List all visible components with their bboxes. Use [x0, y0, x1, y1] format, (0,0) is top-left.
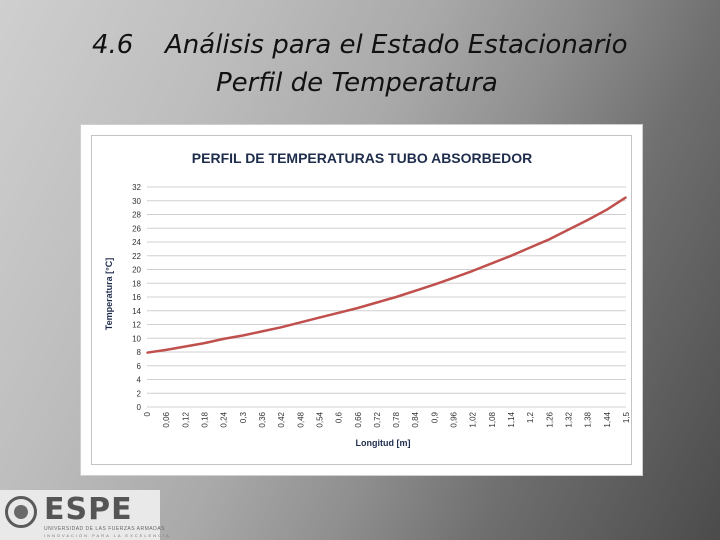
chart-title: PERFIL DE TEMPERATURAS TUBO ABSORBEDOR: [192, 150, 532, 166]
x-tick-label: 0,78: [392, 411, 401, 427]
y-axis-label: Temperatura [°C]: [104, 258, 114, 330]
x-axis-label: Longitud [m]: [356, 438, 411, 448]
x-tick-label: 1,14: [507, 411, 516, 427]
data-point: [433, 283, 436, 286]
y-tick-label: 16: [132, 293, 141, 302]
x-tick-label: 0,06: [162, 411, 171, 427]
x-tick-label: 0,66: [354, 411, 363, 427]
data-point: [414, 290, 417, 292]
data-point: [356, 307, 359, 309]
title-line-2: Perfil de Temperatura: [216, 68, 498, 98]
data-point: [299, 321, 302, 324]
x-tick-label: 1,5: [622, 411, 631, 423]
x-tick-label: 0,72: [373, 411, 382, 427]
x-tick-label: 1,38: [584, 411, 593, 427]
logo-tagline: INNOVACIÓN PARA LA EXCELENCIA: [44, 533, 171, 538]
y-tick-label: 10: [132, 334, 141, 343]
y-tick-label: 24: [132, 238, 141, 247]
data-point: [567, 228, 570, 231]
data-point: [548, 238, 551, 241]
x-tick-label: 1,44: [603, 411, 612, 427]
data-point: [376, 301, 378, 304]
logo-subtitle: UNIVERSIDAD DE LAS FUERZAS ARMADAS: [44, 526, 165, 532]
x-tick-label: 0,36: [258, 411, 267, 427]
data-point: [165, 349, 167, 351]
series-line-group: [146, 196, 627, 354]
temperature-chart: PERFIL DE TEMPERATURAS TUBO ABSORBEDOR 0…: [104, 150, 631, 448]
y-tick-label: 28: [132, 211, 141, 220]
y-tick-label: 20: [132, 266, 141, 275]
data-point: [510, 254, 512, 257]
y-tick-label: 32: [132, 183, 141, 192]
x-tick-label: 0,24: [220, 411, 229, 427]
x-tick-label: 0,3: [239, 411, 248, 423]
data-point: [395, 296, 397, 298]
data-point: [242, 334, 244, 337]
data-point: [529, 246, 531, 249]
x-tick-label: 0,6: [335, 411, 344, 423]
y-tick-label: 18: [132, 279, 141, 288]
x-tick-label: 0,96: [450, 411, 459, 427]
x-tick-label: 1,26: [545, 411, 554, 427]
x-tick-label: 0,48: [296, 411, 305, 427]
data-point: [586, 219, 589, 221]
gridlines: [147, 186, 626, 408]
university-seal-icon: [5, 496, 37, 528]
x-tick-labels: 0 0,06 0,12 0,18 0,24 0,3 0,36 0,42 0,48 0,54 0,6 0…: [143, 411, 631, 427]
espe-logo: ESPE UNIVERSIDAD DE LAS FUERZAS ARMADAS …: [0, 490, 169, 540]
data-point: [280, 326, 282, 329]
chart-frame: PERFIL DE TEMPERATURAS TUBO ABSORBEDOR 0…: [80, 124, 643, 476]
x-tick-label: 1,2: [526, 411, 535, 423]
logo-wordmark: ESPE: [44, 492, 133, 527]
y-tick-label: 22: [132, 252, 141, 261]
data-point: [146, 351, 148, 354]
x-tick-label: 0: [143, 411, 152, 416]
data-point: [491, 262, 493, 265]
y-tick-label: 4: [137, 376, 142, 385]
data-point: [606, 208, 608, 211]
y-tick-label: 0: [137, 403, 142, 412]
data-point: [337, 312, 340, 314]
y-tick-label: 26: [132, 224, 141, 233]
x-tick-label: 1,02: [469, 411, 478, 427]
y-tick-label: 8: [137, 348, 142, 357]
section-number: 4.6: [92, 30, 134, 60]
data-point: [471, 270, 474, 272]
data-point: [184, 345, 187, 348]
chart-area: PERFIL DE TEMPERATURAS TUBO ABSORBEDOR 0…: [91, 135, 632, 465]
x-tick-label: 1,08: [488, 411, 497, 427]
y-tick-label: 30: [132, 197, 141, 206]
data-point: [625, 196, 627, 199]
y-tick-label: 6: [137, 362, 142, 371]
y-tick-label: 2: [137, 389, 142, 398]
temperature-series-line: [146, 196, 627, 354]
x-tick-label: 0,12: [181, 411, 190, 427]
x-tick-label: 0,9: [430, 411, 439, 423]
x-tick-label: 1,32: [565, 411, 574, 427]
y-tick-label: 12: [132, 321, 141, 330]
data-point: [452, 276, 455, 279]
title-line-1: Análisis para el Estado Estacionario: [165, 30, 628, 60]
x-tick-label: 0,18: [200, 411, 209, 427]
data-point: [318, 316, 321, 319]
data-point: [261, 330, 263, 333]
y-tick-label: 14: [132, 307, 141, 316]
x-tick-label: 0,54: [315, 411, 324, 427]
x-tick-label: 0,84: [411, 411, 420, 427]
x-tick-label: 0,42: [277, 411, 286, 427]
data-point: [203, 342, 206, 344]
data-point: [222, 338, 225, 340]
